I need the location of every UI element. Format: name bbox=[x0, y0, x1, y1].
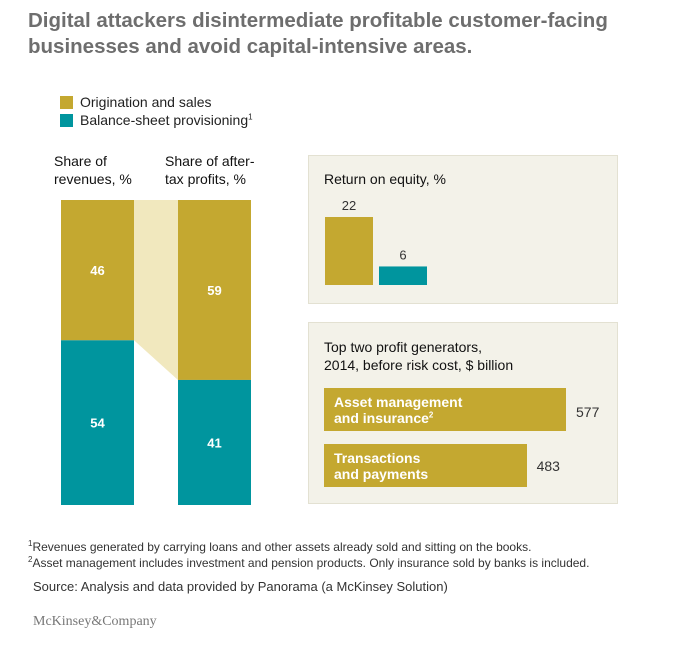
column-label-revenues: Share of revenues, % bbox=[54, 152, 164, 188]
footnote-text: Revenues generated by carrying loans and… bbox=[32, 540, 532, 554]
stack-segment-balance-sheet bbox=[178, 379, 251, 505]
roe-panel-title: Return on equity, % bbox=[324, 171, 446, 187]
footnote-1: 1Revenues generated by carrying loans an… bbox=[28, 540, 531, 555]
stack-segment-origination bbox=[178, 200, 251, 380]
footnote-text: Asset management includes investment and… bbox=[32, 556, 590, 570]
hbar-label-line: Transactions bbox=[334, 450, 421, 466]
column-label-revenues-line-1: Share of bbox=[54, 153, 107, 169]
hbar-label-line: and insurance2 bbox=[334, 410, 556, 426]
stack-value-label: 54 bbox=[90, 416, 105, 431]
profit-panel-subtitle: 2014, before risk cost, $ billion bbox=[324, 357, 514, 373]
legend-label: Origination and sales bbox=[80, 94, 212, 110]
roe-value-label: 22 bbox=[342, 198, 356, 213]
page-title: Digital attackers disintermediate profit… bbox=[28, 9, 608, 58]
stack-value-label: 46 bbox=[90, 263, 104, 278]
column-label-profits-line-1: Share of after- bbox=[165, 153, 255, 169]
column-label-revenues-line-2: revenues, % bbox=[54, 171, 132, 187]
hbar-label-text: and insurance bbox=[334, 410, 429, 426]
hbar-footnote-marker: 2 bbox=[428, 410, 434, 420]
stack-segment-balance-sheet bbox=[61, 340, 134, 505]
legend-item-balance-sheet: Balance-sheet provisioning1 bbox=[60, 112, 253, 128]
footnote-marker: 2 bbox=[28, 555, 33, 564]
hbar-label-line: Asset management bbox=[334, 394, 463, 410]
hbar-label-line: and payments bbox=[334, 466, 429, 482]
column-label-profits-line-2: tax profits, % bbox=[165, 171, 246, 187]
roe-bar-balance-sheet bbox=[379, 266, 427, 285]
company-logo: McKinsey&Company bbox=[33, 614, 157, 629]
roe-value-label: 6 bbox=[399, 247, 406, 262]
stack-value-label: 41 bbox=[207, 435, 221, 450]
source-note: Source: Analysis and data provided by Pa… bbox=[33, 579, 448, 594]
roe-chart: 22 6 bbox=[325, 198, 427, 285]
legend-swatch-origination bbox=[60, 96, 73, 109]
profit-panel-title: Top two profit generators, bbox=[324, 339, 482, 355]
legend-item-origination: Origination and sales bbox=[60, 94, 212, 110]
legend-swatch-balance-sheet bbox=[60, 114, 73, 127]
stack-value-label: 59 bbox=[207, 283, 221, 298]
column-label-profits: Share of after- tax profits, % bbox=[165, 152, 285, 188]
roe-bar-origination bbox=[325, 217, 373, 285]
hbar-value-transactions: 483 bbox=[536, 458, 560, 474]
footnote-marker: 1 bbox=[28, 539, 33, 548]
legend-label: Balance-sheet provisioning bbox=[80, 112, 249, 128]
stacked-share-chart: 46 54 59 41 bbox=[61, 200, 251, 505]
stack-connector bbox=[134, 200, 178, 380]
hbar-asset-management: Asset management and insurance2 bbox=[324, 388, 566, 431]
hbar-value-asset-management: 577 bbox=[576, 404, 600, 420]
hbar-transactions: Transactions and payments bbox=[324, 444, 527, 487]
stack-segment-origination bbox=[61, 200, 134, 341]
footnote-2: 2Asset management includes investment an… bbox=[28, 556, 589, 571]
legend-footnote-marker: 1 bbox=[248, 112, 253, 122]
